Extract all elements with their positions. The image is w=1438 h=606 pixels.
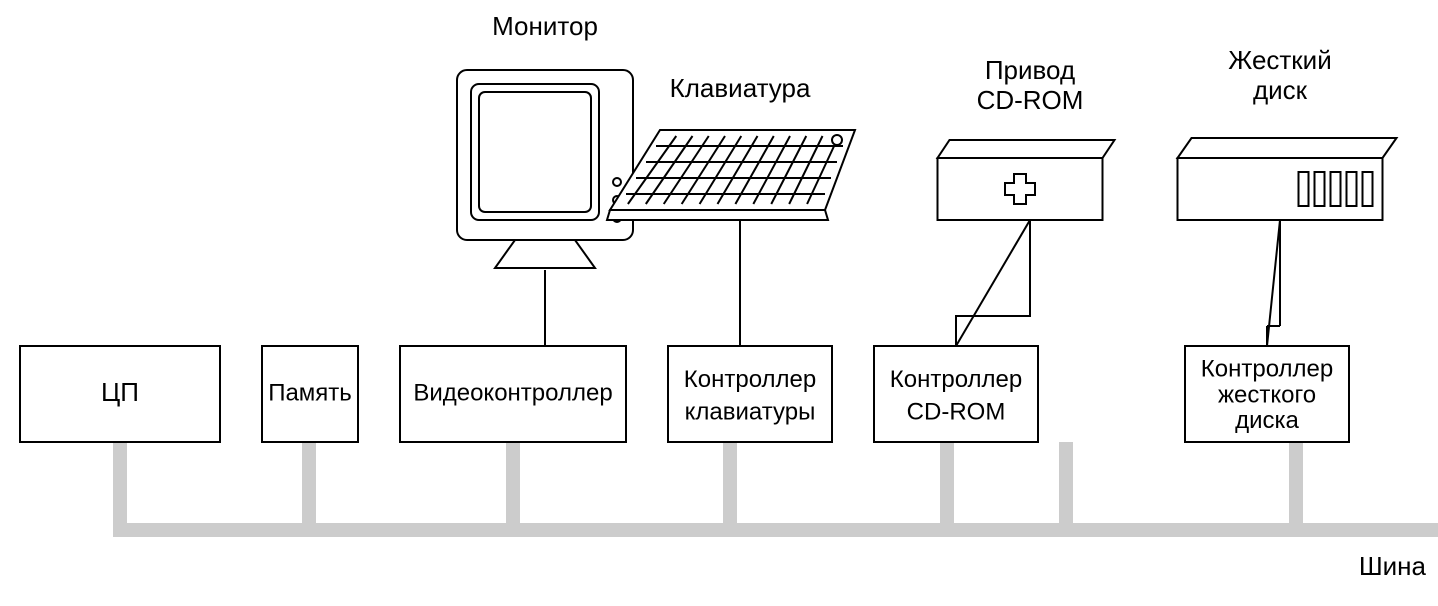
hdd-label2: диск <box>1253 75 1308 105</box>
hdd-connector-straight <box>1267 220 1280 346</box>
hddctrl-label1: Контроллер <box>1201 355 1333 382</box>
kbdctrl-box <box>668 346 832 442</box>
hddctrl-label2: жесткого <box>1218 381 1316 408</box>
keyboard-label: Клавиатура <box>670 73 811 103</box>
kbdctrl-label2: клавиатуры <box>685 399 816 426</box>
cdctrl-label1: Контроллер <box>890 366 1022 393</box>
kbdctrl-label1: Контроллер <box>684 366 816 393</box>
memory-label: Память <box>268 379 352 406</box>
monitor-label: Монитор <box>492 11 598 41</box>
hdd-icon <box>1178 138 1397 220</box>
monitor-icon <box>457 70 633 268</box>
cdrom-connector-straight <box>956 220 1030 346</box>
video-label: Видеоконтроллер <box>413 379 612 406</box>
cdrom-label2: CD-ROM <box>977 85 1084 115</box>
cdrom-icon <box>938 140 1115 220</box>
cdrom-label1: Привод <box>985 55 1075 85</box>
cpu-label: ЦП <box>101 377 139 407</box>
hdd-label1: Жесткий <box>1228 45 1331 75</box>
keyboard-icon <box>607 130 855 220</box>
bus-label: Шина <box>1359 551 1427 581</box>
hddctrl-label3: диска <box>1235 407 1299 434</box>
cdctrl-label2: CD-ROM <box>907 399 1006 426</box>
cdctrl-box <box>874 346 1038 442</box>
